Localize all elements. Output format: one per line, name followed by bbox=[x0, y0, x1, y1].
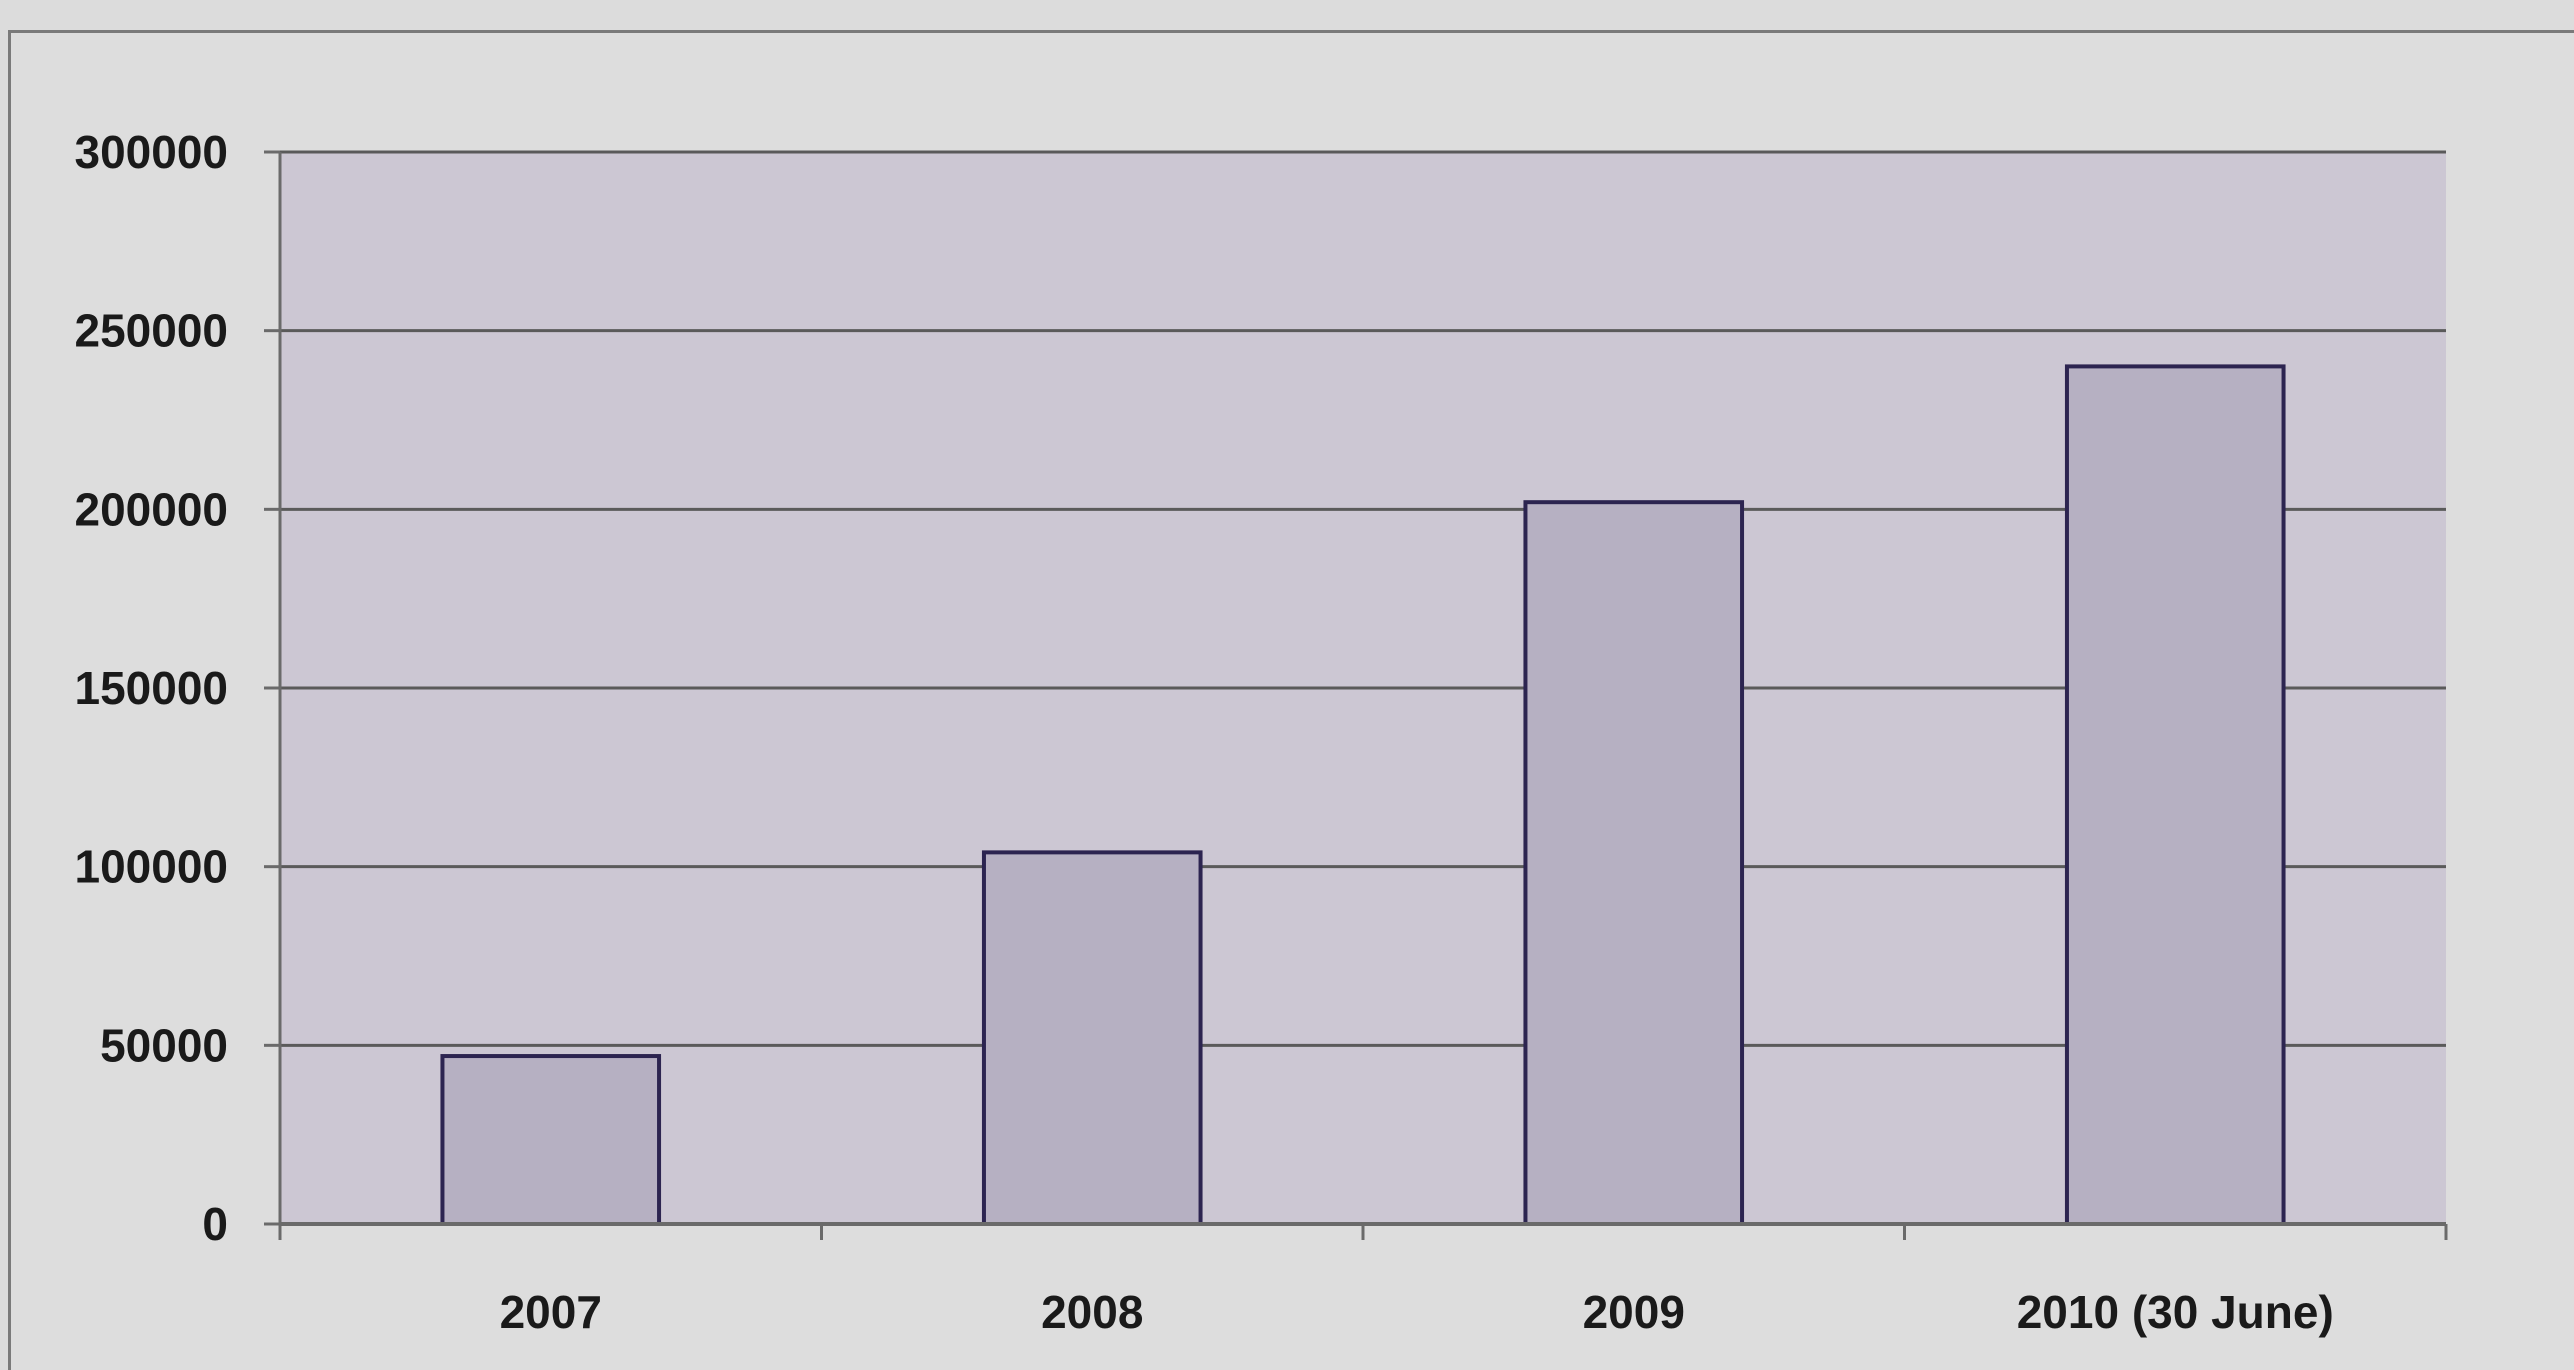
axes bbox=[278, 152, 2448, 1240]
y-tick-label: 100000 bbox=[75, 841, 229, 893]
x-tick-labels: 2007 2008 2009 2010 (30 June) bbox=[500, 1286, 2334, 1338]
y-tick-label: 150000 bbox=[75, 662, 229, 714]
bar-2007 bbox=[440, 1054, 662, 1227]
bar-chart: 0 50000 100000 150000 200000 250000 300000 200… bbox=[75, 126, 2448, 1338]
bars bbox=[440, 364, 2286, 1227]
y-tick-label: 50000 bbox=[100, 1019, 228, 1071]
y-tick-label: 200000 bbox=[75, 483, 229, 535]
x-tick-label: 2010 (30 June) bbox=[2017, 1286, 2334, 1338]
y-tick-label: 300000 bbox=[75, 126, 229, 178]
x-tick-label: 2009 bbox=[1583, 1286, 1685, 1338]
bar-2009 bbox=[1523, 500, 1745, 1227]
bar-2010-30-june- bbox=[2064, 364, 2286, 1226]
x-tick-label: 2007 bbox=[500, 1286, 602, 1338]
y-tick-label: 250000 bbox=[75, 305, 229, 357]
y-tick-label: 0 bbox=[202, 1198, 228, 1250]
y-tick-labels: 0 50000 100000 150000 200000 250000 300000 bbox=[75, 126, 229, 1250]
x-tick-label: 2008 bbox=[1041, 1286, 1143, 1338]
bar-2008 bbox=[981, 850, 1203, 1227]
